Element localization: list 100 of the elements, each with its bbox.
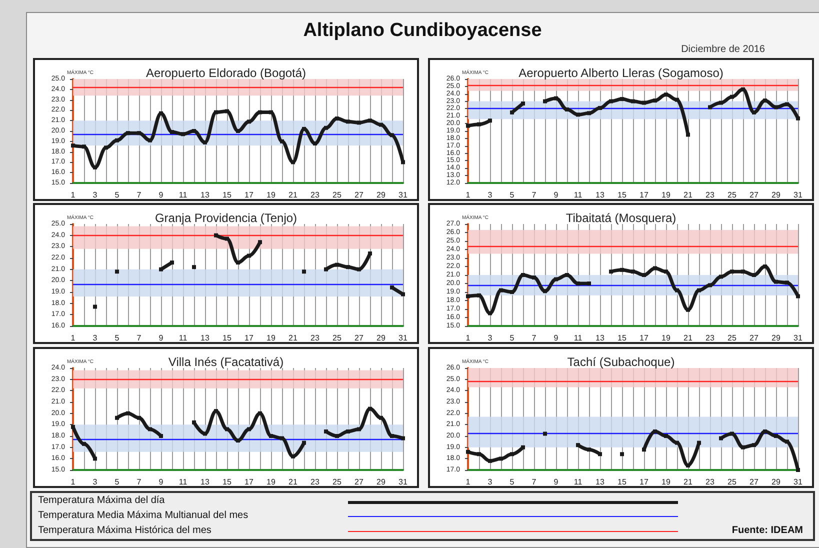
x-tick-label: 17 bbox=[244, 478, 254, 486]
x-tick-label: 7 bbox=[136, 334, 142, 342]
x-tick-label: 21 bbox=[288, 478, 298, 486]
x-tick-label: 7 bbox=[532, 190, 537, 200]
chart-title: Tibaitatá (Mosquera) bbox=[566, 211, 676, 225]
x-tick-label: 11 bbox=[178, 478, 188, 486]
x-tick-label: 19 bbox=[662, 190, 671, 200]
x-tick-label: 13 bbox=[596, 190, 605, 200]
x-tick-label: 7 bbox=[136, 478, 142, 486]
x-tick-label: 1 bbox=[70, 478, 76, 486]
text: Temperatura Máxima Histórica del mes bbox=[38, 525, 212, 536]
x-tick-label: 15 bbox=[618, 190, 627, 200]
x-tick-label: 25 bbox=[728, 334, 737, 342]
x-tick-label: 1 bbox=[466, 334, 471, 342]
x-tick-label: 9 bbox=[158, 190, 164, 200]
x-tick-label: 19 bbox=[662, 478, 671, 486]
x-tick-label: 23 bbox=[706, 478, 715, 486]
x-tick-label: 21 bbox=[684, 478, 693, 486]
x-tick-label: 19 bbox=[662, 334, 671, 342]
x-tick-label: 19 bbox=[266, 190, 276, 200]
x-tick-label: 5 bbox=[114, 478, 120, 486]
x-tick-label: 31 bbox=[794, 478, 803, 486]
x-tick-label: 19 bbox=[266, 478, 276, 486]
x-tick-label: 11 bbox=[574, 190, 583, 200]
text: Diciembre de 2016 bbox=[681, 44, 765, 55]
x-tick-label: 1 bbox=[70, 190, 76, 200]
x-tick-label: 25 bbox=[332, 478, 342, 486]
x-tick-label: 11 bbox=[178, 190, 188, 200]
x-tick-label: 29 bbox=[772, 334, 781, 342]
x-tick-label: 3 bbox=[488, 334, 493, 342]
x-tick-label: 9 bbox=[158, 478, 164, 486]
text: Altiplano Cundiboyacense bbox=[302, 20, 543, 42]
x-tick-label: 9 bbox=[554, 334, 559, 342]
x-tick-label: 23 bbox=[706, 190, 715, 200]
x-tick-label: 27 bbox=[750, 190, 759, 200]
x-tick-label: 3 bbox=[92, 190, 98, 200]
x-tick-label: 31 bbox=[794, 190, 803, 200]
x-tick-label: 13 bbox=[596, 478, 605, 486]
text: Temperatura Media Máxima Multianual del mes bbox=[38, 510, 248, 521]
x-tick-label: 11 bbox=[178, 334, 188, 342]
x-tick-label: 21 bbox=[684, 334, 693, 342]
x-tick-label: 31 bbox=[794, 334, 803, 342]
x-tick-label: 5 bbox=[510, 334, 515, 342]
x-tick-label: 15 bbox=[222, 334, 232, 342]
x-tick-label: 15 bbox=[222, 478, 232, 486]
x-tick-label: 5 bbox=[510, 478, 515, 486]
chart-title: Aeropuerto Eldorado (Bogotá) bbox=[146, 66, 306, 80]
x-tick-label: 13 bbox=[596, 334, 605, 342]
x-tick-label: 9 bbox=[158, 334, 164, 342]
x-tick-label: 7 bbox=[532, 478, 537, 486]
chart-title: Tachí (Subachoque) bbox=[567, 355, 675, 369]
x-tick-label: 23 bbox=[310, 190, 320, 200]
x-tick-label: 17 bbox=[244, 190, 254, 200]
x-tick-label: 15 bbox=[222, 190, 232, 200]
x-tick-label: 21 bbox=[684, 190, 693, 200]
x-tick-label: 1 bbox=[466, 190, 471, 200]
x-tick-label: 17 bbox=[640, 478, 649, 486]
chart-title: Granja Providencia (Tenjo) bbox=[154, 211, 298, 225]
x-tick-label: 27 bbox=[354, 478, 364, 486]
x-tick-label: 17 bbox=[640, 334, 649, 342]
x-tick-label: 21 bbox=[288, 190, 298, 200]
x-tick-label: 17 bbox=[244, 334, 254, 342]
x-tick-label: 31 bbox=[398, 478, 408, 486]
x-tick-label: 25 bbox=[332, 334, 342, 342]
x-tick-label: 15 bbox=[618, 478, 627, 486]
x-tick-label: 3 bbox=[92, 334, 98, 342]
x-tick-label: 29 bbox=[772, 478, 781, 486]
x-tick-label: 27 bbox=[750, 478, 759, 486]
x-tick-label: 3 bbox=[488, 190, 493, 200]
x-tick-label: 25 bbox=[332, 190, 342, 200]
x-tick-label: 31 bbox=[398, 334, 408, 342]
x-tick-label: 29 bbox=[376, 190, 386, 200]
x-tick-label: 11 bbox=[574, 334, 583, 342]
x-tick-label: 1 bbox=[466, 478, 471, 486]
x-tick-label: 25 bbox=[728, 190, 737, 200]
x-tick-label: 15 bbox=[618, 334, 627, 342]
x-tick-label: 25 bbox=[728, 478, 737, 486]
x-tick-label: 7 bbox=[532, 334, 537, 342]
x-tick-label: 23 bbox=[310, 334, 320, 342]
x-tick-label: 1 bbox=[70, 334, 76, 342]
x-tick-label: 5 bbox=[114, 334, 120, 342]
x-tick-label: 27 bbox=[354, 334, 364, 342]
x-tick-label: 27 bbox=[354, 190, 364, 200]
x-tick-label: 5 bbox=[114, 190, 120, 200]
chart-title: Villa Inés (Facatativá) bbox=[168, 355, 284, 369]
x-tick-label: 13 bbox=[200, 334, 210, 342]
x-tick-label: 29 bbox=[376, 334, 386, 342]
x-tick-label: 5 bbox=[510, 190, 515, 200]
x-tick-label: 31 bbox=[398, 190, 408, 200]
x-tick-label: 29 bbox=[772, 190, 781, 200]
x-tick-label: 17 bbox=[640, 190, 649, 200]
x-tick-label: 11 bbox=[574, 478, 583, 486]
text: Temperatura Máxima del día bbox=[38, 495, 165, 506]
x-tick-label: 21 bbox=[288, 334, 298, 342]
source-note: Fuente: IDEAM bbox=[732, 525, 803, 536]
x-tick-label: 9 bbox=[554, 478, 559, 486]
x-tick-label: 29 bbox=[376, 478, 386, 486]
x-tick-label: 7 bbox=[136, 190, 142, 200]
x-tick-label: 9 bbox=[554, 190, 559, 200]
x-tick-label: 23 bbox=[706, 334, 715, 342]
